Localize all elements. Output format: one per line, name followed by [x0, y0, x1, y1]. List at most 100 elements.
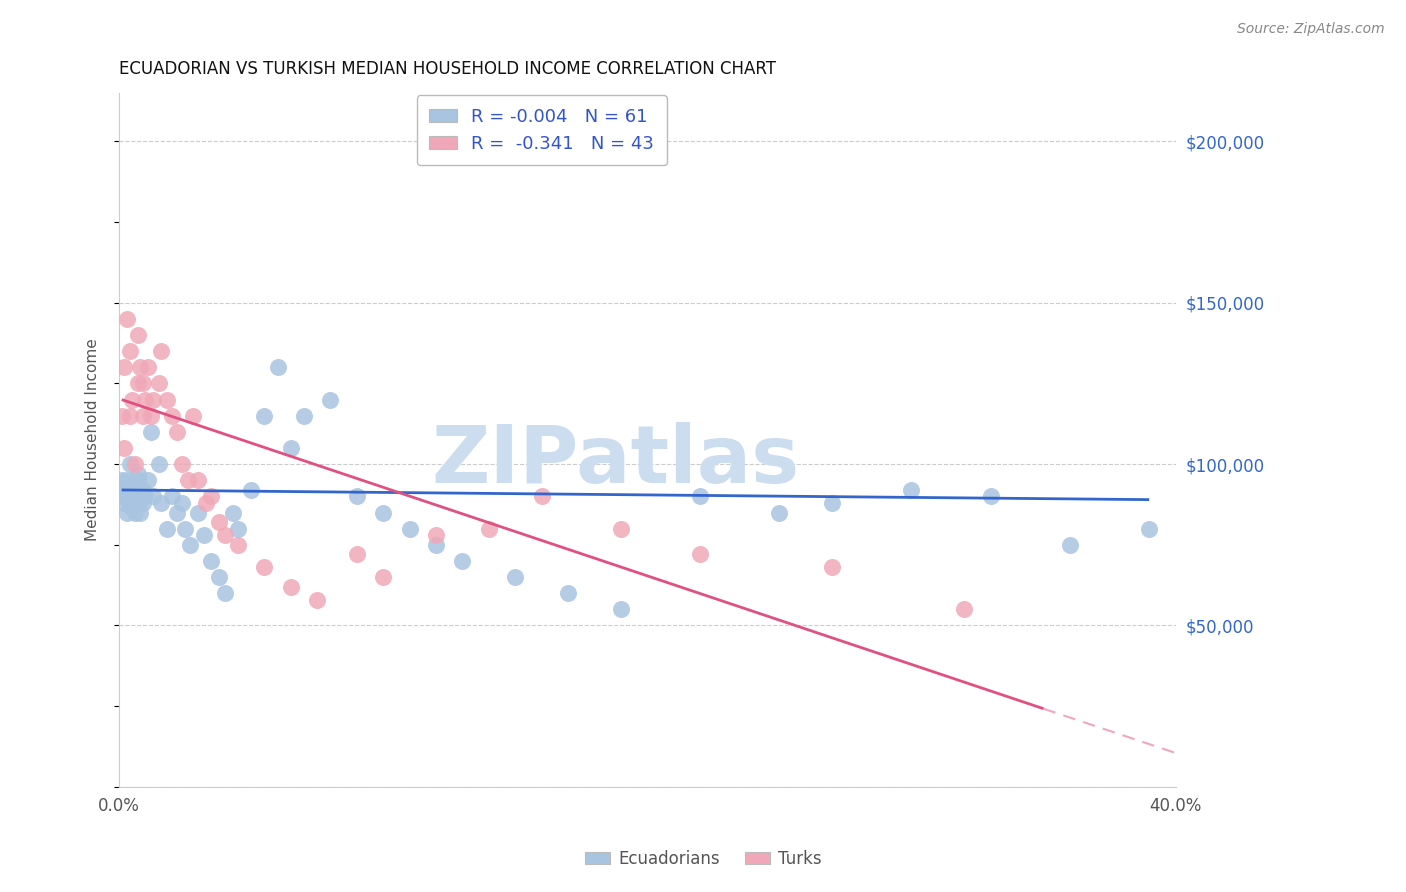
Point — [181, 409, 204, 423]
Point — [118, 409, 141, 423]
Point — [111, 409, 134, 423]
Point — [129, 506, 152, 520]
Point — [121, 490, 143, 504]
Point — [132, 483, 155, 497]
Point — [214, 586, 236, 600]
Text: ZIPatlas: ZIPatlas — [432, 422, 800, 500]
Point — [953, 602, 976, 616]
Point — [821, 560, 844, 574]
Point — [136, 473, 159, 487]
Point — [240, 483, 263, 497]
Point — [111, 473, 134, 487]
Point — [503, 570, 526, 584]
Point — [900, 483, 922, 497]
Point — [187, 506, 209, 520]
Point — [121, 480, 143, 494]
Point — [132, 496, 155, 510]
Point — [319, 392, 342, 407]
Point — [127, 473, 149, 487]
Point — [118, 457, 141, 471]
Point — [346, 548, 368, 562]
Point — [221, 506, 243, 520]
Point — [155, 522, 177, 536]
Point — [451, 554, 474, 568]
Point — [127, 328, 149, 343]
Point — [280, 580, 302, 594]
Point — [115, 506, 138, 520]
Point — [1137, 522, 1160, 536]
Point — [253, 560, 276, 574]
Point — [200, 490, 222, 504]
Point — [115, 312, 138, 326]
Point — [134, 392, 156, 407]
Point — [111, 490, 134, 504]
Point — [292, 409, 315, 423]
Point — [980, 490, 1002, 504]
Point — [425, 528, 447, 542]
Point — [129, 490, 152, 504]
Point — [689, 548, 711, 562]
Point — [160, 490, 183, 504]
Point — [127, 496, 149, 510]
Point — [136, 360, 159, 375]
Point — [346, 490, 368, 504]
Point — [425, 538, 447, 552]
Point — [187, 473, 209, 487]
Point — [142, 392, 165, 407]
Legend: Ecuadorians, Turks: Ecuadorians, Turks — [578, 844, 828, 875]
Point — [124, 483, 146, 497]
Point — [148, 376, 170, 391]
Point — [208, 570, 231, 584]
Point — [134, 490, 156, 504]
Point — [226, 538, 249, 552]
Point — [115, 490, 138, 504]
Point — [142, 490, 165, 504]
Legend: R = -0.004   N = 61, R =  -0.341   N = 43: R = -0.004 N = 61, R = -0.341 N = 43 — [416, 95, 666, 165]
Point — [193, 528, 215, 542]
Point — [112, 496, 135, 510]
Point — [132, 409, 155, 423]
Point — [118, 344, 141, 359]
Point — [821, 496, 844, 510]
Point — [150, 344, 173, 359]
Point — [118, 499, 141, 513]
Point — [530, 490, 553, 504]
Point — [132, 376, 155, 391]
Point — [115, 473, 138, 487]
Point — [373, 570, 395, 584]
Point — [610, 602, 633, 616]
Point — [148, 457, 170, 471]
Point — [266, 360, 288, 375]
Point — [121, 392, 143, 407]
Point — [166, 506, 188, 520]
Point — [557, 586, 579, 600]
Point — [214, 528, 236, 542]
Point — [139, 409, 162, 423]
Point — [112, 441, 135, 455]
Point — [127, 467, 149, 481]
Point — [253, 409, 276, 423]
Point — [112, 360, 135, 375]
Y-axis label: Median Household Income: Median Household Income — [86, 339, 100, 541]
Point — [112, 483, 135, 497]
Point — [768, 506, 790, 520]
Point — [129, 360, 152, 375]
Point — [398, 522, 420, 536]
Point — [200, 554, 222, 568]
Point — [280, 441, 302, 455]
Point — [150, 496, 173, 510]
Point — [307, 592, 329, 607]
Point — [177, 473, 200, 487]
Point — [172, 496, 194, 510]
Point — [373, 506, 395, 520]
Text: ECUADORIAN VS TURKISH MEDIAN HOUSEHOLD INCOME CORRELATION CHART: ECUADORIAN VS TURKISH MEDIAN HOUSEHOLD I… — [120, 60, 776, 78]
Point — [226, 522, 249, 536]
Point — [195, 496, 218, 510]
Point — [121, 496, 143, 510]
Point — [172, 457, 194, 471]
Point — [124, 506, 146, 520]
Point — [179, 538, 201, 552]
Point — [124, 457, 146, 471]
Point — [1059, 538, 1081, 552]
Point — [166, 425, 188, 439]
